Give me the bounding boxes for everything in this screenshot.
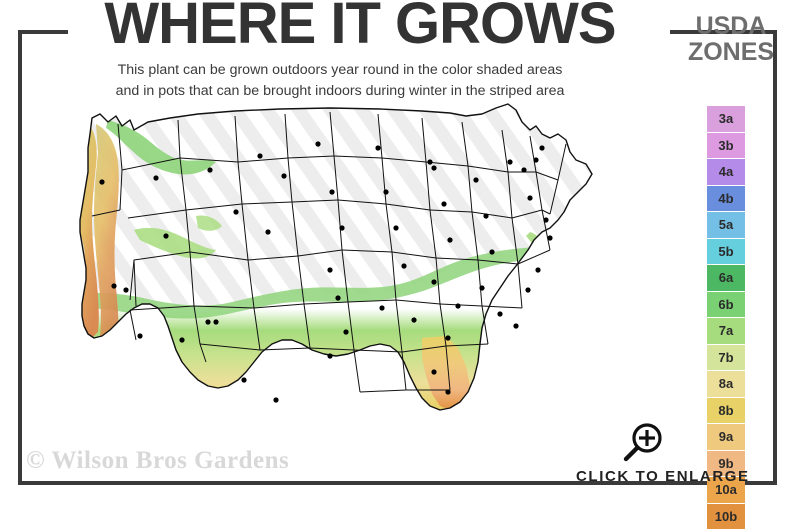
legend-zone-8b: 8b bbox=[707, 398, 745, 425]
legend-zone-6a: 6a bbox=[707, 265, 745, 292]
legend-zone-7a: 7a bbox=[707, 318, 745, 345]
legend-zone-9a: 9a bbox=[707, 424, 745, 451]
legend-zone-4b: 4b bbox=[707, 186, 745, 213]
legend-title: USDA ZONES bbox=[672, 14, 790, 65]
legend-zone-5b: 5b bbox=[707, 239, 745, 266]
zone-map-card: WHERE IT GROWS This plant can be grown o… bbox=[0, 0, 800, 500]
legend-zone-3b: 3b bbox=[707, 133, 745, 160]
frame-border-right bbox=[773, 30, 777, 485]
legend-zone-6b: 6b bbox=[707, 292, 745, 319]
page-title: WHERE IT GROWS bbox=[60, 0, 660, 55]
subtitle-line-2: and in pots that can be brought indoors … bbox=[40, 81, 640, 102]
subtitle-line-1: This plant can be grown outdoors year ro… bbox=[40, 60, 640, 81]
legend-zone-8a: 8a bbox=[707, 371, 745, 398]
legend-zone-3a: 3a bbox=[707, 106, 745, 133]
legend-title-line-1: USDA bbox=[672, 14, 790, 40]
legend-zone-5a: 5a bbox=[707, 212, 745, 239]
legend-title-line-2: ZONES bbox=[672, 40, 790, 66]
page-subtitle: This plant can be grown outdoors year ro… bbox=[40, 60, 640, 101]
legend-zone-7b: 7b bbox=[707, 345, 745, 372]
frame-border-left bbox=[18, 30, 22, 485]
legend-zone-10b: 10b bbox=[707, 504, 745, 530]
hardiness-zone-map[interactable] bbox=[30, 100, 650, 460]
watermark-copyright: © Wilson Bros Gardens bbox=[26, 447, 289, 475]
magnifier-plus-icon[interactable] bbox=[619, 420, 665, 466]
legend-zone-4a: 4a bbox=[707, 159, 745, 186]
click-to-enlarge-label[interactable]: CLICK TO ENLARGE bbox=[576, 468, 750, 485]
